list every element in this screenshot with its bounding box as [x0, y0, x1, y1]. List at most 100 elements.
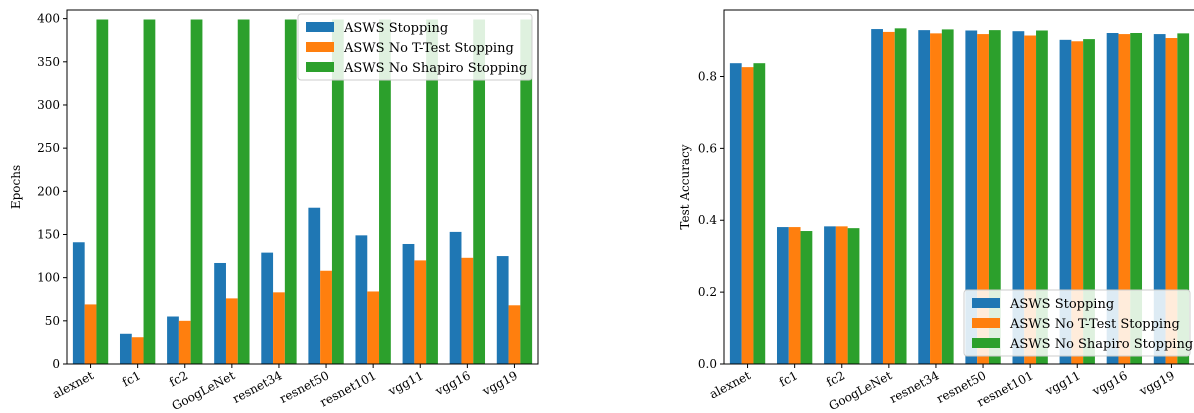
legend: ASWS Stopping ASWS No T-Test Stopping ASWS… [297, 13, 533, 81]
bar-resnet101-0 [1012, 31, 1025, 364]
bar-vgg19-1 [508, 305, 521, 364]
bar-resnet101-2 [379, 19, 391, 364]
bar-resnet101-0 [355, 235, 368, 364]
x-tick-label: resnet34 [230, 368, 285, 406]
x-tick-label: alexnet [707, 368, 753, 401]
bar-vgg11-2 [1083, 39, 1095, 365]
bar-resnet50-1 [977, 34, 989, 364]
x-tick-label: fc2 [167, 368, 190, 389]
bar-resnet50-1 [320, 270, 332, 364]
y-tick-label: 100 [37, 271, 60, 285]
bar-fc1-1 [788, 227, 801, 364]
y-tick-label: 0 [52, 357, 60, 371]
legend-swatch [306, 22, 334, 32]
legend-entry: ASWS No Shapiro Stopping [343, 61, 527, 76]
axes-frame [723, 9, 1194, 365]
bar-vgg16-1 [461, 257, 474, 364]
y-tick-label: 0.0 [698, 357, 717, 371]
axes-frame [66, 9, 539, 365]
bar-alexnet-2 [96, 19, 109, 364]
bar-resnet34-0 [918, 30, 931, 364]
bar-alexnet-1 [84, 304, 97, 364]
legend-box [297, 13, 533, 81]
bar-alexnet-2 [753, 63, 766, 364]
x-tick-label: fc2 [824, 368, 847, 389]
x-tick-label: fc1 [120, 368, 143, 389]
bar-vgg16-0 [1106, 33, 1119, 364]
bar-googlenet-1 [882, 31, 895, 364]
bar-resnet101-1 [1024, 35, 1037, 365]
legend-entry: ASWS No Shapiro Stopping [1009, 337, 1193, 352]
bar-googlenet-0 [214, 262, 226, 364]
bar-vgg11-0 [1059, 39, 1072, 364]
bar-fc2-2 [847, 228, 860, 364]
x-tick-label: vgg11 [1042, 368, 1082, 398]
bar-alexnet-0 [72, 242, 85, 364]
bar-fc1-0 [776, 227, 789, 364]
bar-resnet34-1 [273, 292, 285, 364]
bar-vgg11-2 [426, 19, 438, 364]
legend-swatch [972, 338, 1000, 348]
bar-resnet50-2 [331, 19, 344, 364]
x-tick-label: vgg16 [432, 368, 472, 398]
bar-vgg19-2 [1177, 33, 1190, 365]
bar-resnet34-2 [284, 19, 297, 364]
bar-fc2-1 [835, 226, 848, 364]
bar-alexnet-0 [729, 63, 742, 364]
bar-fc2-1 [178, 320, 191, 364]
bar-resnet50-2 [988, 30, 1001, 364]
bar-resnet34-2 [941, 29, 954, 364]
bar-googlenet-1 [225, 298, 238, 364]
legend-swatch [306, 42, 334, 52]
bar-fc2-0 [167, 316, 179, 364]
y-tick-label: 0.8 [698, 69, 717, 83]
legend-swatch [306, 62, 334, 72]
y-tick-label: 350 [37, 55, 60, 69]
bar-resnet50-0 [308, 207, 321, 364]
bar-vgg19-1 [1165, 38, 1178, 364]
bar-resnet34-0 [261, 252, 274, 364]
y-tick-label: 0.2 [698, 285, 717, 299]
bar-googlenet-2 [237, 19, 250, 364]
y-tick-label: 300 [37, 98, 60, 112]
legend-swatch [972, 318, 1000, 328]
y-tick-label: 250 [37, 141, 60, 155]
bar-vgg11-1 [414, 260, 427, 364]
bar-vgg19-2 [520, 19, 533, 364]
bar-vgg19-0 [1153, 34, 1166, 364]
legend-box [963, 289, 1191, 357]
bar-vgg11-1 [1071, 41, 1084, 365]
y-axis-label: Test Accuracy [678, 144, 692, 229]
bar-resnet101-1 [367, 291, 380, 364]
bar-googlenet-2 [894, 28, 907, 365]
x-tick-label: vgg16 [1089, 368, 1129, 398]
legend: ASWS Stopping ASWS No T-Test Stopping ASWS… [963, 289, 1193, 357]
y-tick-label: 200 [37, 184, 60, 198]
bar-fc1-2 [800, 231, 813, 364]
bar-vgg16-2 [1130, 33, 1143, 364]
x-tick-label: alexnet [50, 368, 96, 401]
y-tick-label: 400 [37, 12, 60, 26]
x-tick-label: vgg11 [385, 368, 425, 398]
bar-fc2-0 [824, 226, 836, 364]
bar-vgg11-0 [402, 243, 415, 364]
bar-vgg19-0 [496, 256, 509, 364]
bar-resnet34-1 [930, 33, 942, 365]
legend-entry: ASWS Stopping [1009, 297, 1114, 312]
bar-alexnet-1 [741, 67, 754, 364]
x-tick-label: vgg19 [479, 368, 519, 398]
legend-entry: ASWS Stopping [343, 21, 448, 36]
bar-fc1-2 [143, 19, 156, 364]
bar-fc2-2 [190, 19, 203, 364]
bar-vgg16-1 [1118, 34, 1131, 364]
y-tick-label: 0.4 [698, 213, 717, 227]
y-tick-label: 0.6 [698, 141, 717, 155]
x-tick-label: fc1 [777, 368, 800, 389]
bar-resnet101-2 [1036, 30, 1048, 365]
bar-resnet50-0 [965, 30, 978, 365]
legend-entry: ASWS No T-Test Stopping [1009, 317, 1180, 332]
bar-googlenet-0 [871, 29, 883, 365]
bar-fc1-1 [131, 337, 144, 364]
